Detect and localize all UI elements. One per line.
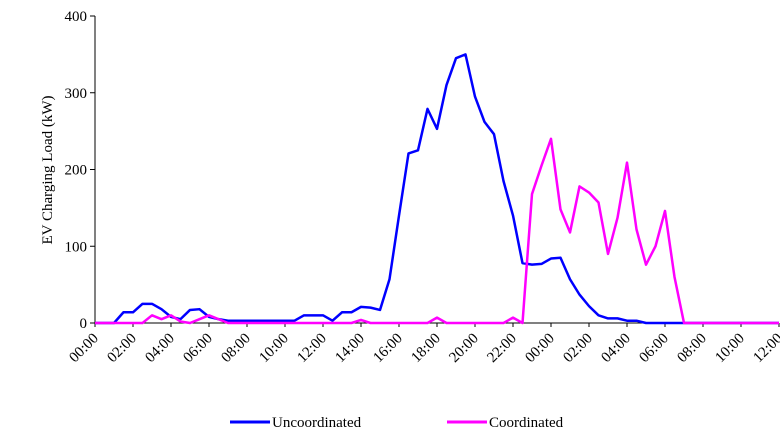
x-tick-label: 12:00 bbox=[750, 331, 780, 366]
x-tick-label: 16:00 bbox=[370, 331, 405, 366]
x-tick-label: 02:00 bbox=[104, 331, 139, 366]
series-line bbox=[95, 53, 779, 325]
y-tick-label: 0 bbox=[80, 316, 88, 332]
legend-label: Uncoordinated bbox=[272, 415, 362, 431]
x-tick-label: 06:00 bbox=[636, 331, 671, 366]
x-tick-label: 10:00 bbox=[256, 331, 291, 366]
y-tick-label: 200 bbox=[65, 163, 88, 179]
x-tick-label: 08:00 bbox=[674, 331, 709, 366]
x-tick-label: 00:00 bbox=[66, 331, 101, 366]
x-tick-label: 12:00 bbox=[294, 331, 329, 366]
x-tick-label: 02:00 bbox=[560, 331, 595, 366]
y-tick-label: 100 bbox=[65, 239, 88, 255]
legend-label: Coordinated bbox=[489, 415, 564, 431]
series-line bbox=[95, 137, 779, 325]
x-tick-label: 04:00 bbox=[598, 331, 633, 366]
x-tick-label: 22:00 bbox=[484, 331, 519, 366]
y-tick-label: 300 bbox=[65, 86, 88, 102]
y-tick-label: 400 bbox=[65, 9, 88, 25]
y-axis-label: EV Charging Load (kW) bbox=[40, 95, 56, 244]
x-tick-label: 20:00 bbox=[446, 331, 481, 366]
x-tick-label: 06:00 bbox=[180, 331, 215, 366]
x-tick-label: 10:00 bbox=[712, 331, 747, 366]
x-tick-label: 14:00 bbox=[332, 331, 367, 366]
x-tick-label: 00:00 bbox=[522, 331, 557, 366]
x-tick-label: 08:00 bbox=[218, 331, 253, 366]
x-tick-label: 04:00 bbox=[142, 331, 177, 366]
x-tick-label: 18:00 bbox=[408, 331, 443, 366]
